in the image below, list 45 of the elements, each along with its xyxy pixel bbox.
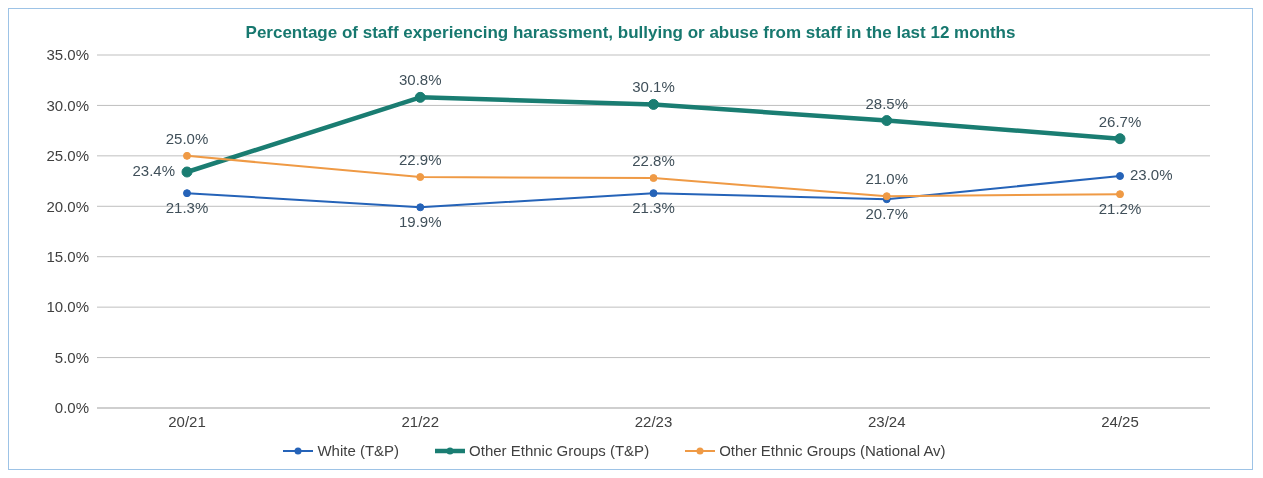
point bbox=[416, 203, 425, 212]
legend-label: Other Ethnic Groups (T&P) bbox=[469, 442, 650, 459]
data-label: 22.8% bbox=[632, 152, 675, 170]
x-tick-label: 20/21 bbox=[168, 412, 206, 430]
y-tick-label: 20.0% bbox=[46, 197, 89, 215]
data-label: 21.0% bbox=[865, 170, 909, 188]
data-label: 30.1% bbox=[632, 78, 675, 96]
x-tick-label: 21/22 bbox=[401, 412, 440, 430]
point bbox=[649, 174, 658, 183]
data-label: 20.7% bbox=[865, 205, 909, 223]
legend-label: Other Ethnic Groups (National Av) bbox=[719, 442, 946, 459]
data-label: 21.2% bbox=[1098, 200, 1142, 218]
point bbox=[181, 166, 193, 178]
data-label: 23.0% bbox=[1130, 166, 1173, 184]
point bbox=[1116, 172, 1124, 181]
point bbox=[1114, 133, 1126, 145]
data-label: 30.8% bbox=[398, 71, 442, 89]
y-tick-label: 10.0% bbox=[46, 298, 89, 316]
data-label: 22.9% bbox=[398, 151, 442, 169]
point bbox=[416, 173, 425, 182]
data-label: 25.0% bbox=[165, 129, 209, 147]
data-label: 23.4% bbox=[132, 161, 175, 179]
data-label: 26.7% bbox=[1098, 112, 1142, 130]
y-tick-label: 30.0% bbox=[46, 96, 89, 114]
point bbox=[648, 98, 659, 110]
y-tick-label: 5.0% bbox=[54, 348, 89, 366]
data-label: 19.9% bbox=[398, 213, 442, 231]
data-label: 28.5% bbox=[865, 94, 909, 112]
x-tick-label: 24/25 bbox=[1101, 412, 1139, 430]
y-tick-label: 35.0% bbox=[46, 46, 89, 64]
chart-title: Percentage of staff experiencing harassment, bullying or abuse from staff in the last 12 months bbox=[244, 23, 1017, 44]
point bbox=[183, 189, 191, 198]
data-label: 21.3% bbox=[165, 199, 209, 217]
x-tick-label: 22/23 bbox=[634, 412, 673, 430]
point bbox=[183, 151, 191, 160]
y-tick-label: 0.0% bbox=[54, 399, 89, 417]
y-tick-label: 25.0% bbox=[46, 147, 89, 165]
point bbox=[649, 189, 658, 198]
data-label: 21.3% bbox=[632, 199, 675, 217]
point bbox=[414, 91, 426, 103]
point bbox=[881, 115, 893, 127]
legend-label: White (T&P) bbox=[317, 442, 400, 459]
y-tick-label: 15.0% bbox=[46, 248, 89, 266]
point bbox=[1116, 190, 1124, 199]
x-tick-label: 23/24 bbox=[867, 412, 906, 430]
